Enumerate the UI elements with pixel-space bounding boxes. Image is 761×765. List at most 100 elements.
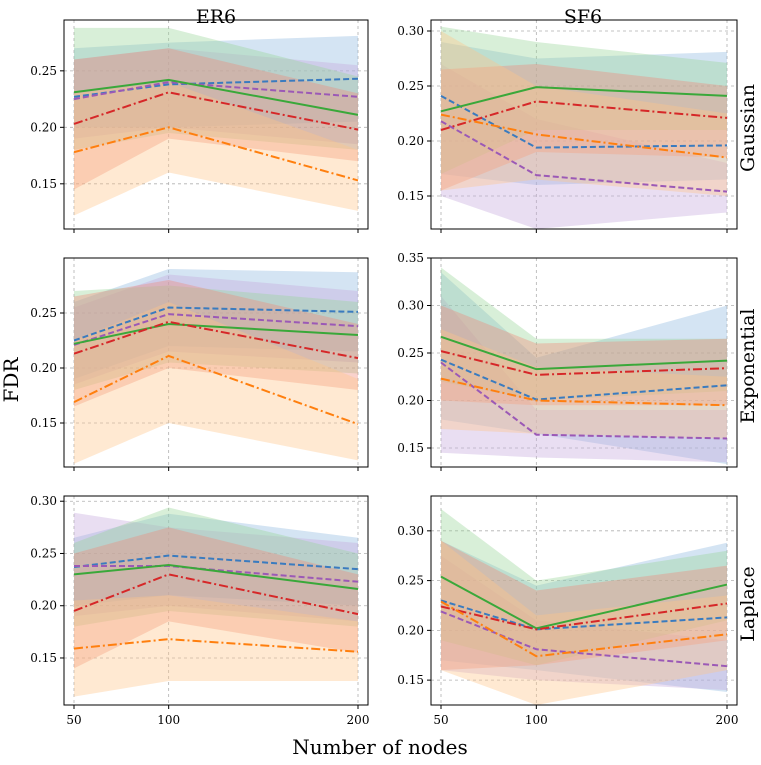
series-blue-line [73,554,359,571]
panel-plot-area [73,507,359,697]
y-tick-label: 0.15 [30,177,57,191]
series-red-band [441,64,727,191]
series-purple-band [74,512,358,622]
x-tick-label: 100 [525,713,548,727]
y-tick-label: 0.20 [397,394,424,408]
series-purple-band [441,555,727,691]
y-tick-label: 0.25 [30,546,57,560]
series-red-band [441,540,727,671]
series-orange-line [73,638,359,653]
y-tick-label: 0.30 [397,24,424,38]
x-tick-label: 200 [716,713,739,727]
series-purple-line [74,565,359,583]
y-tick-label: 0.15 [397,673,424,687]
y-tick-label: 0.30 [30,494,57,508]
y-tick-label: 0.30 [397,299,424,313]
series-purple-line [73,313,359,346]
series-green-line [440,335,728,371]
panels-group: 0.15 0.20 0.25 0.15 0.20 0.25 0.30 0.15 0.20 0.25… [30,19,739,727]
series-red-band [74,280,358,407]
x-axis-title: Number of nodes [292,735,468,759]
series-red-band [441,305,727,406]
series-blue-band [74,35,358,128]
panel-frame [430,19,738,230]
panel-plot-area [73,269,359,464]
series-green-band [74,285,358,390]
series-red-line [440,602,728,631]
series-purple-line [440,610,728,668]
series-red-line [73,91,359,131]
series-red-line [440,100,728,131]
series-green-band [441,267,727,401]
y-tick-label: 0.20 [30,120,57,134]
column-title-sf6: SF6 [564,6,602,28]
y-tick-label: 0.15 [30,416,57,430]
panel-sf6-gaussian: 0.15 0.20 0.25 0.30 [397,19,738,233]
series-green-line [440,86,728,113]
series-purple-line [440,361,728,440]
x-tick-label: 200 [347,713,370,727]
y-tick-label: 0.20 [397,623,424,637]
x-tick-label: 50 [66,713,81,727]
panel-plot-area [440,508,728,705]
panel-er6-exponential: 0.15 0.20 0.25 [30,257,369,471]
panel-frame [63,19,369,230]
series-blue-line [73,306,359,342]
y-tick-label: 0.20 [397,134,424,148]
panel-plot-area [440,267,728,465]
series-orange-band [74,302,358,464]
series-orange-line [440,113,728,159]
series-orange-band [441,540,727,705]
panel-frame [430,257,738,468]
panel-sf6-exponential: 0.15 0.20 0.25 0.30 0.35 [397,251,738,471]
series-green-band [441,26,727,174]
series-green-band [74,507,358,627]
series-green-band [441,508,727,666]
row-title-laplace: Laplace [737,566,759,641]
x-tick-label: 50 [433,713,448,727]
row-title-exponential: Exponential [737,308,759,423]
y-tick-label: 0.30 [397,524,424,538]
y-tick-label: 0.25 [397,574,424,588]
row-title-gaussian: Gaussian [737,84,759,172]
series-purple-band [74,274,358,385]
y-tick-label: 0.25 [397,346,424,360]
panel-frame [430,495,738,706]
series-red-line [440,350,728,376]
y-tick-label: 0.15 [397,189,424,203]
x-tick-label: 100 [157,713,180,727]
series-green-line [73,322,359,345]
y-tick-label: 0.35 [397,251,424,265]
y-tick-label: 0.20 [30,599,57,613]
panel-plot-area [73,27,359,216]
y-axis-title: FDR [0,357,23,403]
panel-frame [63,495,369,706]
series-purple-line [73,81,359,101]
series-orange-line [73,354,359,426]
series-blue-band [441,272,727,465]
series-blue-band [74,269,358,379]
series-orange-line [73,126,359,182]
series-orange-band [441,31,727,196]
panel-frame [63,257,369,468]
series-green-line [73,563,359,590]
y-tick-label: 0.15 [397,441,424,455]
series-orange-band [441,329,727,439]
series-orange-band [74,595,358,697]
series-blue-line [440,95,728,149]
panel-er6-laplace: 0.15 0.20 0.25 0.30 50 100 200 [30,494,369,727]
y-tick-label: 0.20 [30,361,57,375]
y-tick-label: 0.15 [30,651,57,665]
panel-er6-gaussian: 0.15 0.20 0.25 [30,19,369,233]
y-tick-label: 0.25 [30,306,57,320]
panel-plot-area [440,26,728,229]
series-purple-band [441,296,727,463]
series-green-line [73,78,359,116]
series-orange-line [440,377,728,407]
series-orange-line [440,600,728,658]
series-orange-band [74,82,358,216]
panel-sf6-laplace: 0.15 0.20 0.25 0.30 50 100 200 [397,495,739,727]
series-red-band [74,527,358,669]
y-tick-label: 0.25 [397,79,424,93]
